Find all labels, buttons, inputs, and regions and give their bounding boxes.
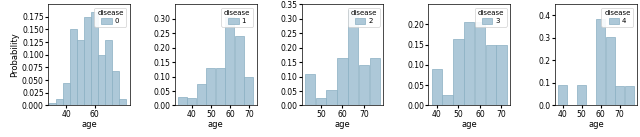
Bar	[369, 58, 380, 105]
Bar	[475, 22, 485, 105]
Bar	[178, 97, 187, 105]
Bar	[348, 10, 358, 105]
Y-axis label: Probability: Probability	[10, 32, 19, 77]
Bar	[496, 45, 507, 105]
Bar	[84, 17, 91, 105]
Bar	[625, 86, 634, 105]
Bar	[464, 22, 474, 105]
Bar	[316, 98, 326, 105]
X-axis label: age: age	[335, 120, 350, 129]
Bar	[49, 103, 56, 105]
Legend: 3: 3	[475, 8, 507, 27]
Bar	[235, 36, 244, 105]
X-axis label: age: age	[588, 120, 604, 129]
Legend: 1: 1	[221, 8, 253, 27]
Bar	[197, 84, 206, 105]
Bar	[206, 68, 216, 105]
Legend: 0: 0	[94, 8, 126, 27]
Bar	[337, 58, 348, 105]
Bar	[70, 29, 77, 105]
Bar	[91, 12, 98, 105]
Bar	[605, 37, 615, 105]
Bar	[225, 17, 234, 105]
Bar	[244, 77, 253, 105]
Bar	[442, 95, 452, 105]
Legend: 4: 4	[602, 8, 634, 27]
X-axis label: age: age	[208, 120, 223, 129]
Bar	[596, 19, 605, 105]
Bar	[56, 99, 63, 105]
Bar	[558, 85, 567, 105]
Bar	[615, 86, 624, 105]
Bar	[119, 99, 126, 105]
Bar	[577, 85, 586, 105]
Bar	[359, 65, 369, 105]
Bar	[98, 55, 105, 105]
X-axis label: age: age	[81, 120, 97, 129]
Bar	[216, 68, 225, 105]
Bar	[188, 98, 196, 105]
Bar	[112, 71, 119, 105]
Bar	[432, 69, 442, 105]
Bar	[305, 74, 316, 105]
Bar	[63, 83, 70, 105]
Legend: 2: 2	[348, 8, 380, 27]
Bar	[486, 45, 496, 105]
Bar	[105, 40, 112, 105]
X-axis label: age: age	[461, 120, 477, 129]
Bar	[453, 39, 463, 105]
Bar	[326, 90, 337, 105]
Bar	[77, 40, 84, 105]
